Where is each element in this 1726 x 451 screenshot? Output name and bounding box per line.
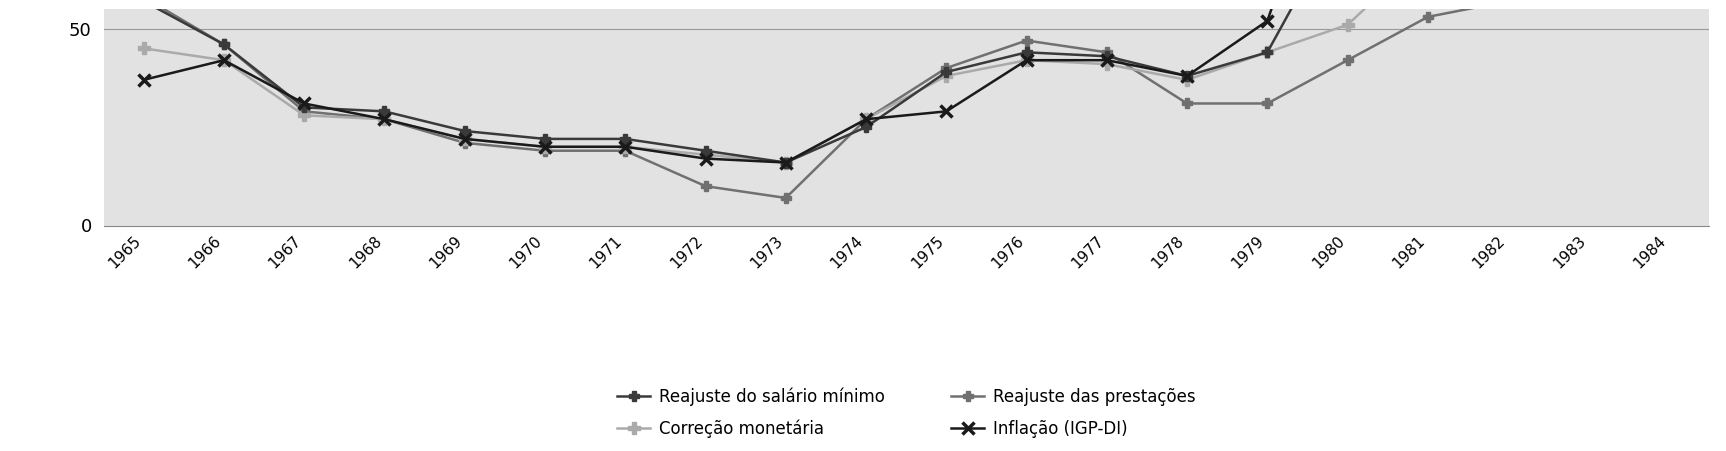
Reajuste do salário mínimo	[696, 148, 716, 153]
Legend: Reajuste do salário mínimo, Correção monetária, Reajuste das prestações, Inflaçã: Reajuste do salário mínimo, Correção mon…	[611, 381, 1201, 445]
Correção monetária	[293, 113, 314, 118]
Reajuste das prestações	[535, 148, 556, 153]
Reajuste das prestações	[1177, 101, 1198, 106]
Inflação (IGP-DI)	[696, 156, 716, 161]
Line: Reajuste do salário mínimo: Reajuste do salário mínimo	[138, 0, 1674, 167]
Correção monetária	[375, 116, 395, 122]
Correção monetária	[1177, 77, 1198, 83]
Reajuste das prestações	[614, 148, 635, 153]
Correção monetária	[614, 144, 635, 149]
Inflação (IGP-DI)	[1177, 73, 1198, 78]
Reajuste do salário mínimo	[133, 0, 154, 4]
Inflação (IGP-DI)	[935, 109, 956, 114]
Reajuste das prestações	[696, 184, 716, 189]
Reajuste do salário mínimo	[614, 136, 635, 142]
Reajuste do salário mínimo	[935, 69, 956, 75]
Correção monetária	[856, 116, 877, 122]
Reajuste das prestações	[1096, 50, 1117, 55]
Inflação (IGP-DI)	[614, 144, 635, 149]
Reajuste das prestações	[1017, 38, 1037, 43]
Inflação (IGP-DI)	[214, 57, 235, 63]
Reajuste das prestações	[454, 140, 475, 146]
Inflação (IGP-DI)	[293, 101, 314, 106]
Reajuste das prestações	[1257, 101, 1277, 106]
Reajuste das prestações	[1417, 14, 1438, 19]
Reajuste do salário mínimo	[1177, 73, 1198, 78]
Reajuste do salário mínimo	[856, 124, 877, 130]
Correção monetária	[775, 160, 796, 165]
Line: Reajuste das prestações: Reajuste das prestações	[138, 0, 1674, 203]
Reajuste das prestações	[935, 65, 956, 71]
Reajuste do salário mínimo	[375, 109, 395, 114]
Reajuste do salário mínimo	[1257, 50, 1277, 55]
Reajuste do salário mínimo	[214, 42, 235, 47]
Correção monetária	[535, 144, 556, 149]
Reajuste do salário mínimo	[454, 129, 475, 134]
Correção monetária	[454, 136, 475, 142]
Correção monetária	[1017, 57, 1037, 63]
Reajuste das prestações	[856, 116, 877, 122]
Correção monetária	[696, 152, 716, 157]
Correção monetária	[133, 46, 154, 51]
Inflação (IGP-DI)	[535, 144, 556, 149]
Inflação (IGP-DI)	[775, 160, 796, 165]
Correção monetária	[1338, 22, 1358, 28]
Inflação (IGP-DI)	[1257, 18, 1277, 23]
Reajuste do salário mínimo	[1017, 50, 1037, 55]
Inflação (IGP-DI)	[133, 77, 154, 83]
Reajuste do salário mínimo	[775, 160, 796, 165]
Inflação (IGP-DI)	[375, 116, 395, 122]
Correção monetária	[214, 57, 235, 63]
Reajuste das prestações	[293, 109, 314, 114]
Reajuste das prestações	[1338, 57, 1358, 63]
Correção monetária	[935, 73, 956, 78]
Inflação (IGP-DI)	[1017, 57, 1037, 63]
Reajuste do salário mínimo	[535, 136, 556, 142]
Line: Inflação (IGP-DI): Inflação (IGP-DI)	[138, 0, 1674, 169]
Inflação (IGP-DI)	[856, 116, 877, 122]
Inflação (IGP-DI)	[454, 136, 475, 142]
Line: Correção monetária: Correção monetária	[138, 0, 1674, 168]
Reajuste do salário mínimo	[1096, 54, 1117, 59]
Correção monetária	[1096, 61, 1117, 67]
Reajuste das prestações	[214, 42, 235, 47]
Reajuste do salário mínimo	[293, 105, 314, 110]
Reajuste das prestações	[775, 195, 796, 201]
Reajuste das prestações	[375, 116, 395, 122]
Correção monetária	[1257, 50, 1277, 55]
Inflação (IGP-DI)	[1096, 57, 1117, 63]
Reajuste das prestações	[1498, 0, 1519, 4]
